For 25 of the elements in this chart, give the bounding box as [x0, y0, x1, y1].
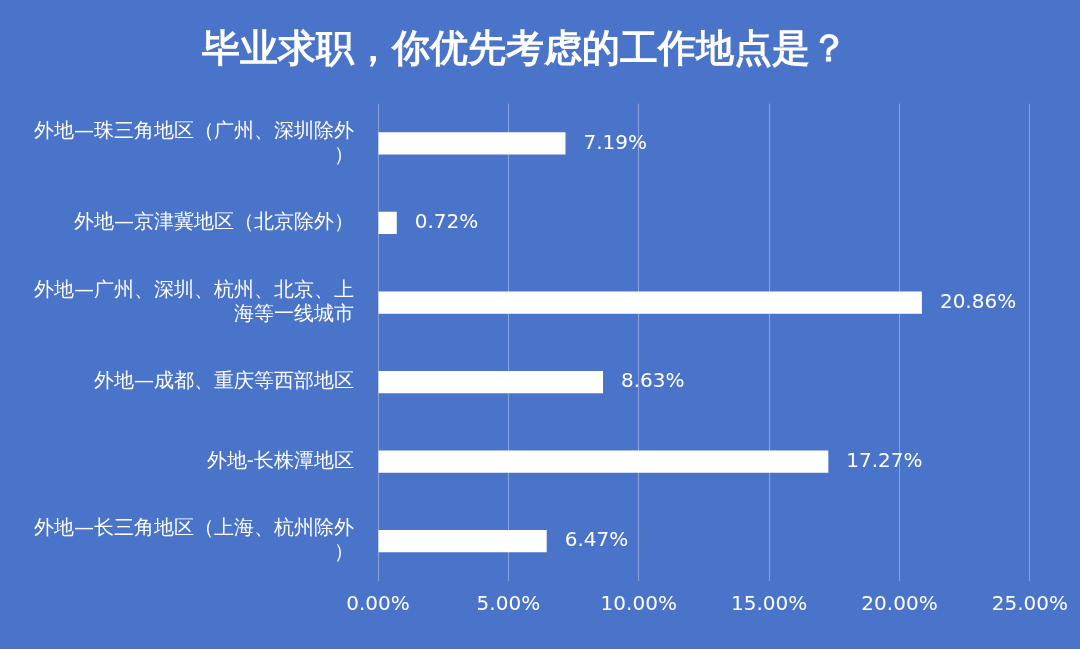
x-tick-label: 10.00%	[600, 591, 677, 616]
x-tick-label: 0.00%	[346, 591, 410, 616]
data-label: 20.86%	[939, 288, 1017, 313]
bar	[378, 530, 547, 553]
data-label: 0.72%	[414, 209, 479, 234]
y-tick-label: 外地—京津冀地区（北京除外）	[74, 209, 354, 234]
y-tick-label: 外地—广州、深圳、杭州、北京、上海等一线城市	[34, 276, 354, 325]
x-tick-label: 25.00%	[991, 591, 1068, 616]
x-tick-label: 20.00%	[861, 591, 938, 616]
bar	[378, 291, 922, 314]
bar	[378, 211, 397, 235]
data-label: 8.63%	[621, 368, 685, 393]
data-label: 7.19%	[583, 129, 648, 154]
y-tick-label: 外地—长三角地区（上海、杭州除外）	[34, 515, 354, 564]
y-tick-label: 外地-长株潭地区	[206, 447, 354, 472]
chart-title: 毕业求职，你优先考虑的工作地点是？	[201, 25, 848, 70]
x-tick-label: 5.00%	[476, 591, 541, 616]
bar	[378, 370, 604, 394]
bar	[378, 132, 566, 155]
bar	[378, 450, 829, 473]
y-tick-label: 外地—珠三角地区（广州、深圳除外）	[34, 117, 354, 166]
data-label: 6.47%	[564, 527, 629, 552]
data-label: 17.27%	[846, 447, 923, 472]
x-tick-label: 15.00%	[730, 591, 808, 616]
y-tick-label: 外地—成都、重庆等西部地区	[94, 368, 354, 393]
